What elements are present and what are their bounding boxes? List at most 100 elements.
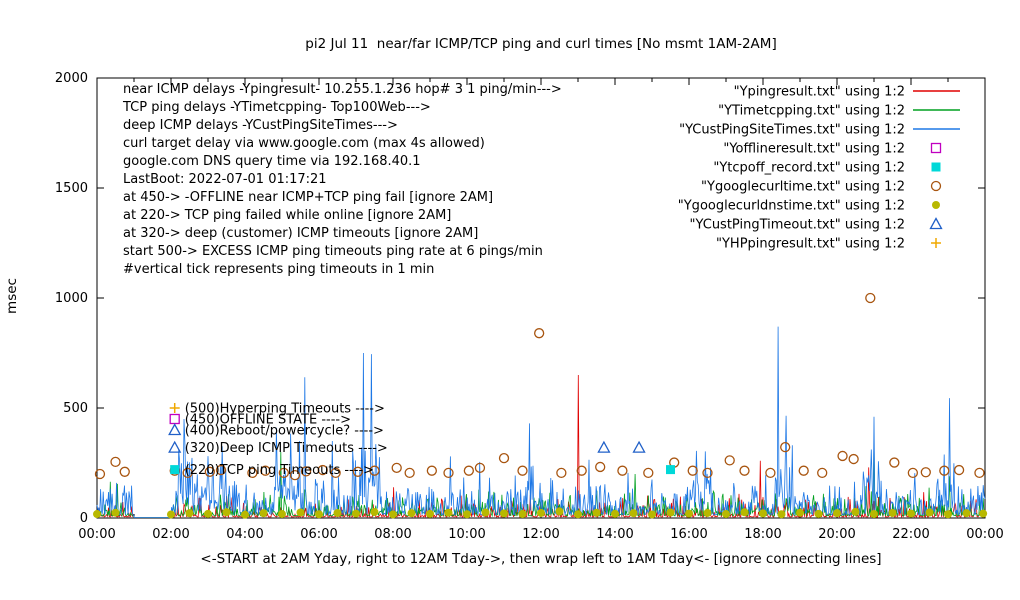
point-Ygooglecurldnstime [537, 508, 545, 517]
point-Ygooglecurldnstime [463, 510, 471, 519]
point-Ygooglecurltime [643, 467, 654, 479]
y-tick-label: 2000 [55, 71, 88, 86]
x-tick-label: 18:00 [744, 527, 781, 542]
point-Ygooglecurltime [317, 464, 328, 476]
point-Ygooglecurldnstime [278, 510, 286, 519]
point-Ygooglecurltime [702, 467, 713, 479]
point-Ygooglecurltime [289, 469, 301, 481]
point-Ygooglecurldnstime [907, 509, 915, 518]
point-Ygooglecurldnstime [851, 507, 860, 516]
x-tick-label: 22:00 [892, 527, 929, 542]
legend-marker [932, 201, 940, 209]
point-Ygooglecurldnstime [574, 510, 582, 519]
annotation-marker [168, 440, 182, 453]
legend-label: "Ygooglecurltime.txt" using 1:2 [701, 180, 905, 195]
info-line: curl target delay via www.google.com (ma… [123, 136, 485, 151]
point-Ygooglecurldnstime [333, 508, 342, 517]
point-Ygooglecurldnstime [814, 509, 823, 518]
point-Ygooglecurltime [474, 462, 486, 473]
point-Ygooglecurltime [498, 453, 510, 464]
point-Ygooglecurldnstime [518, 510, 527, 519]
chart-title: pi2 Jul 11 near/far ICMP/TCP ping and cu… [305, 36, 777, 52]
legend-label: "Ytcpoff_record.txt" using 1:2 [713, 161, 905, 176]
legend-label: "YTimetcpping.txt" using 1:2 [718, 104, 905, 119]
point-Ygooglecurltime [724, 455, 735, 466]
info-line: at 220-> TCP ping failed while online [i… [123, 208, 451, 223]
point-Ygooglecurldnstime [222, 508, 231, 517]
point-Ygooglecurltime [974, 467, 985, 479]
annotation-label: (320)Deep ICMP Timeouts ----> [185, 441, 388, 456]
legend-label: "YCustPingSiteTimes.txt" using 1:2 [679, 123, 905, 138]
point-Ygooglecurldnstime [685, 509, 693, 518]
x-tick-label: 16:00 [670, 527, 707, 542]
legend-label: "Ygooglecurldnstime.txt" using 1:2 [678, 199, 905, 214]
annotation-label: (220)TCP ping Timeouts ----> [185, 463, 374, 478]
point-Ygooglecurldnstime [426, 509, 434, 518]
point-Ygooglecurltime [907, 467, 918, 479]
point-Ygooglecurldnstime [185, 509, 194, 518]
legend-marker [931, 162, 941, 172]
x-tick-label: 04:00 [226, 527, 263, 542]
legend-label: "Yofflineresult.txt" using 1:2 [723, 142, 905, 157]
point-Ygooglecurltime [330, 467, 341, 479]
point-Ygooglecurltime [576, 465, 587, 476]
legend-label: "Ypingresult.txt" using 1:2 [734, 85, 905, 100]
legend-label: "YHPpingresult.txt" using 1:2 [716, 237, 905, 252]
info-line: TCP ping delays -YTimetcpping- Top100Web… [122, 100, 431, 115]
y-tick-label: 1500 [55, 181, 88, 196]
point-Ygooglecurldnstime [870, 510, 878, 519]
info-line: at 450-> -OFFLINE near ICMP+TCP ping fai… [123, 190, 493, 205]
info-line: LastBoot: 2022-07-01 01:17:21 [123, 172, 327, 187]
point-YCustPingTimeout [597, 440, 611, 453]
point-Ygooglecurltime [939, 465, 950, 476]
point-Ygooglecurltime [391, 462, 402, 473]
x-axis-label: <-START at 2AM Yday, right to 12AM Tday-… [200, 551, 882, 567]
point-Ygooglecurldnstime [352, 509, 360, 518]
point-Ygooglecurldnstime [500, 509, 508, 518]
point-Ygooglecurltime [110, 456, 121, 468]
x-tick-label: 20:00 [818, 527, 855, 542]
info-line: near ICMP delays -Ypingresult- 10.255.1.… [123, 82, 562, 97]
point-Ygooglecurltime [739, 465, 750, 476]
annotation-marker [170, 465, 180, 475]
point-Ygooglecurltime [798, 465, 809, 476]
point-Ygooglecurltime [848, 453, 859, 465]
point-Ygooglecurldnstime [315, 510, 323, 519]
point-Ygooglecurldnstime [167, 510, 175, 519]
point-Ygooglecurldnstime [666, 508, 675, 517]
point-Ygooglecurltime [463, 465, 475, 476]
point-Ygooglecurltime [426, 465, 438, 476]
point-Ygooglecurldnstime [259, 509, 268, 518]
point-Ygooglecurltime [369, 465, 380, 476]
point-Ygooglecurltime [517, 465, 528, 476]
point-Ygooglecurldnstime [370, 508, 379, 517]
legend-marker [930, 180, 942, 192]
point-Ygooglecurltime [837, 450, 848, 462]
x-tick-label: 06:00 [300, 527, 337, 542]
x-tick-label: 02:00 [152, 527, 189, 542]
point-Ygooglecurltime [404, 467, 415, 479]
x-tick-label: 12:00 [522, 527, 559, 542]
point-Ygooglecurldnstime [759, 509, 767, 518]
point-Ygooglecurltime [443, 467, 454, 479]
point-Ygooglecurldnstime [407, 509, 416, 518]
y-tick-label: 0 [80, 511, 88, 526]
x-tick-label: 14:00 [596, 527, 633, 542]
x-tick-label: 00:00 [78, 527, 115, 542]
legend-label: "YCustPingTimeout.txt" using 1:2 [690, 218, 905, 233]
legend-marker [931, 238, 941, 248]
point-Ygooglecurltime [182, 467, 193, 479]
point-Ygooglecurltime [352, 466, 364, 477]
info-line: at 320-> deep (customer) ICMP timeouts [… [123, 226, 478, 241]
legend-marker [930, 142, 942, 154]
point-Ygooglecurldnstime [703, 508, 712, 517]
point-Ygooglecurldnstime [888, 508, 897, 517]
point-Ygooglecurldnstime [740, 508, 749, 517]
point-Ygooglecurltime [278, 467, 290, 479]
point-Ygooglecurltime [865, 292, 876, 304]
info-line: deep ICMP delays -YCustPingSiteTimes---> [123, 118, 398, 133]
point-Ygooglecurltime [215, 464, 227, 476]
annotation-label: (500)Hyperping Timeouts ----> [185, 402, 385, 417]
point-Ygooglecurltime [765, 467, 776, 479]
point-Ygooglecurltime [247, 467, 258, 479]
